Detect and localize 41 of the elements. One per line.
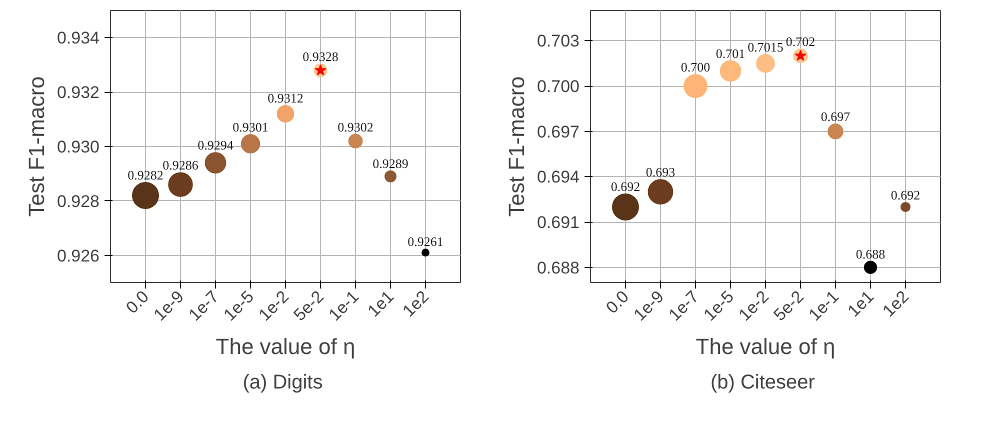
data-label: 0.692	[890, 187, 920, 202]
y-axis-title: Test F1-macro	[504, 76, 529, 217]
y-tick-label: 0.934	[56, 28, 100, 48]
y-tick-label: 0.697	[536, 122, 580, 142]
data-label: 0.702	[786, 34, 816, 49]
data-label: 0.9261	[408, 234, 444, 250]
x-tick-label: 0.0	[122, 287, 153, 318]
y-axis-title: Test F1-macro	[24, 76, 49, 217]
y-tick-label: 0.932	[56, 83, 100, 102]
data-label: 0.9301	[232, 120, 268, 135]
text: (b) Citeseer	[710, 372, 816, 394]
data-label: 0.9294	[198, 138, 234, 153]
x-tick-label: 1e1	[844, 287, 878, 321]
data-label: 0.9302	[338, 119, 374, 134]
data-label: 0.697	[820, 109, 851, 124]
x-axis-title: The value of η	[696, 334, 836, 360]
x-axis-title: The value of η	[216, 334, 356, 360]
x-tick-label: 0.0	[602, 287, 633, 318]
y-tick-label: 0.694	[536, 168, 580, 187]
y-tick-label: 0.926	[56, 246, 100, 266]
y-tick-label: 0.930	[56, 138, 100, 156]
y-tick-label: 0.700	[536, 77, 580, 96]
y-tick-label: 0.688	[536, 258, 580, 278]
data-label: 0.9282	[128, 167, 164, 182]
text: (a) Digits	[242, 372, 323, 394]
y-tick-label: 0.691	[536, 213, 580, 232]
data-label: 0.7015	[748, 39, 784, 54]
data-label: 0.700	[680, 60, 710, 75]
data-label: 0.9312	[268, 90, 304, 106]
data-label: 0.688	[856, 246, 886, 262]
data-label: 0.9289	[372, 156, 408, 171]
data-label: 0.692	[610, 178, 640, 194]
data-label: 0.701	[716, 46, 746, 61]
data-label: 0.693	[646, 164, 676, 180]
x-tick-label: 1e2	[879, 287, 913, 321]
x-tick-label: 1e1	[364, 287, 398, 321]
data-label: 0.9286	[162, 158, 199, 173]
x-tick-label: 1e2	[399, 287, 433, 321]
data-label: 0.9328	[302, 48, 338, 64]
y-tick-label: 0.703	[536, 32, 580, 51]
y-tick-label: 0.928	[56, 192, 100, 211]
